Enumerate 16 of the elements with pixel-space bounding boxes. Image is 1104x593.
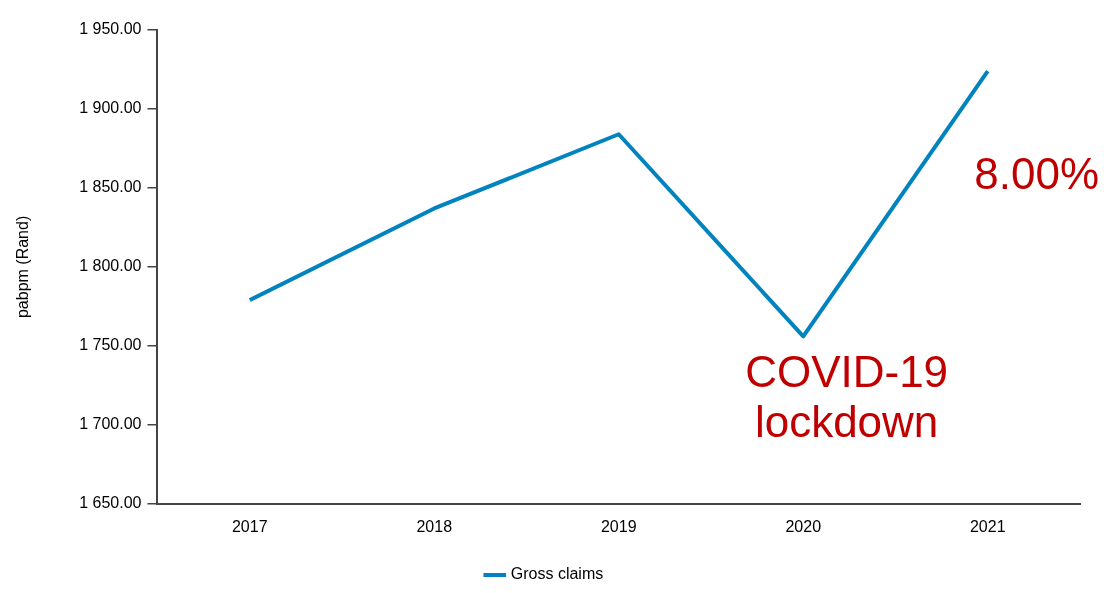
x-tick-label: 2018 xyxy=(416,517,453,535)
y-tick-label: 1 950.00 xyxy=(79,20,142,38)
y-tick-label: 1 800.00 xyxy=(79,257,142,275)
y-axis-title: pabpm (Rand) xyxy=(14,215,32,319)
y-tick-label: 1 900.00 xyxy=(79,99,142,117)
y-tick-label: 1 700.00 xyxy=(79,415,142,433)
x-tick-label: 2017 xyxy=(231,517,268,535)
annotation: COVID-19 lockdown xyxy=(745,346,949,446)
y-tick-label: 1 750.00 xyxy=(79,336,142,354)
annotation: 8.00% xyxy=(974,149,1100,199)
legend-label: Gross claims xyxy=(510,565,604,583)
y-tick-label: 1 650.00 xyxy=(79,494,142,512)
x-tick-label: 2021 xyxy=(969,517,1006,535)
x-tick-label: 2019 xyxy=(600,517,637,535)
y-tick-label: 1 850.00 xyxy=(79,178,142,196)
x-tick-label: 2020 xyxy=(785,517,822,535)
